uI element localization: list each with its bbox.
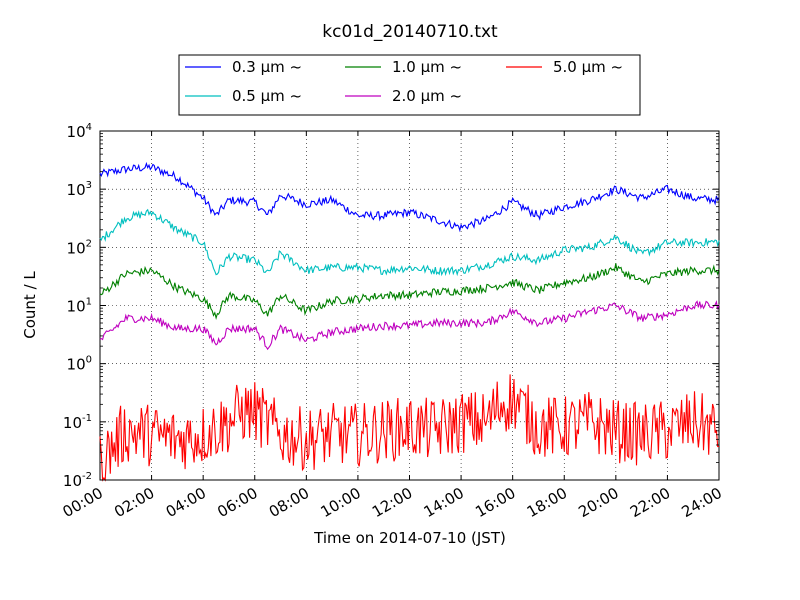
y-tick-label: 102 (67, 238, 92, 257)
series-2-0um (99, 299, 720, 351)
legend-label: 0.3 μm ~ (232, 58, 302, 76)
y-axis-label: Count / L (21, 271, 39, 339)
chart-title: kc01d_20140710.txt (322, 22, 498, 42)
y-tick-label: 100 (67, 355, 92, 374)
y-axis: 10-2 10-1 100 101 102 103 104 (63, 122, 719, 490)
legend-label: 0.5 μm ~ (232, 87, 302, 105)
legend-label: 1.0 μm ~ (392, 58, 462, 76)
legend: 0.3 μm ~ 0.5 μm ~ 1.0 μm ~ 2.0 μm ~ 5.0 μm ~ (178, 54, 641, 116)
x-axis-label: Time on 2014-07-10 (JST) (313, 529, 506, 547)
series-1-0um (99, 263, 720, 320)
y-tick-label: 10-1 (63, 413, 92, 432)
series-5-0um (99, 374, 720, 482)
y-tick-label: 10-2 (63, 471, 92, 490)
y-tick-label: 103 (67, 180, 92, 199)
series-0-3um (99, 161, 720, 233)
legend-label: 2.0 μm ~ (392, 87, 462, 105)
series-0-5um (99, 208, 720, 277)
y-tick-label: 101 (67, 297, 92, 316)
series-layer (99, 161, 720, 482)
legend-label: 5.0 μm ~ (553, 58, 623, 76)
legend-box (178, 54, 641, 116)
y-tick-label: 104 (67, 122, 92, 141)
